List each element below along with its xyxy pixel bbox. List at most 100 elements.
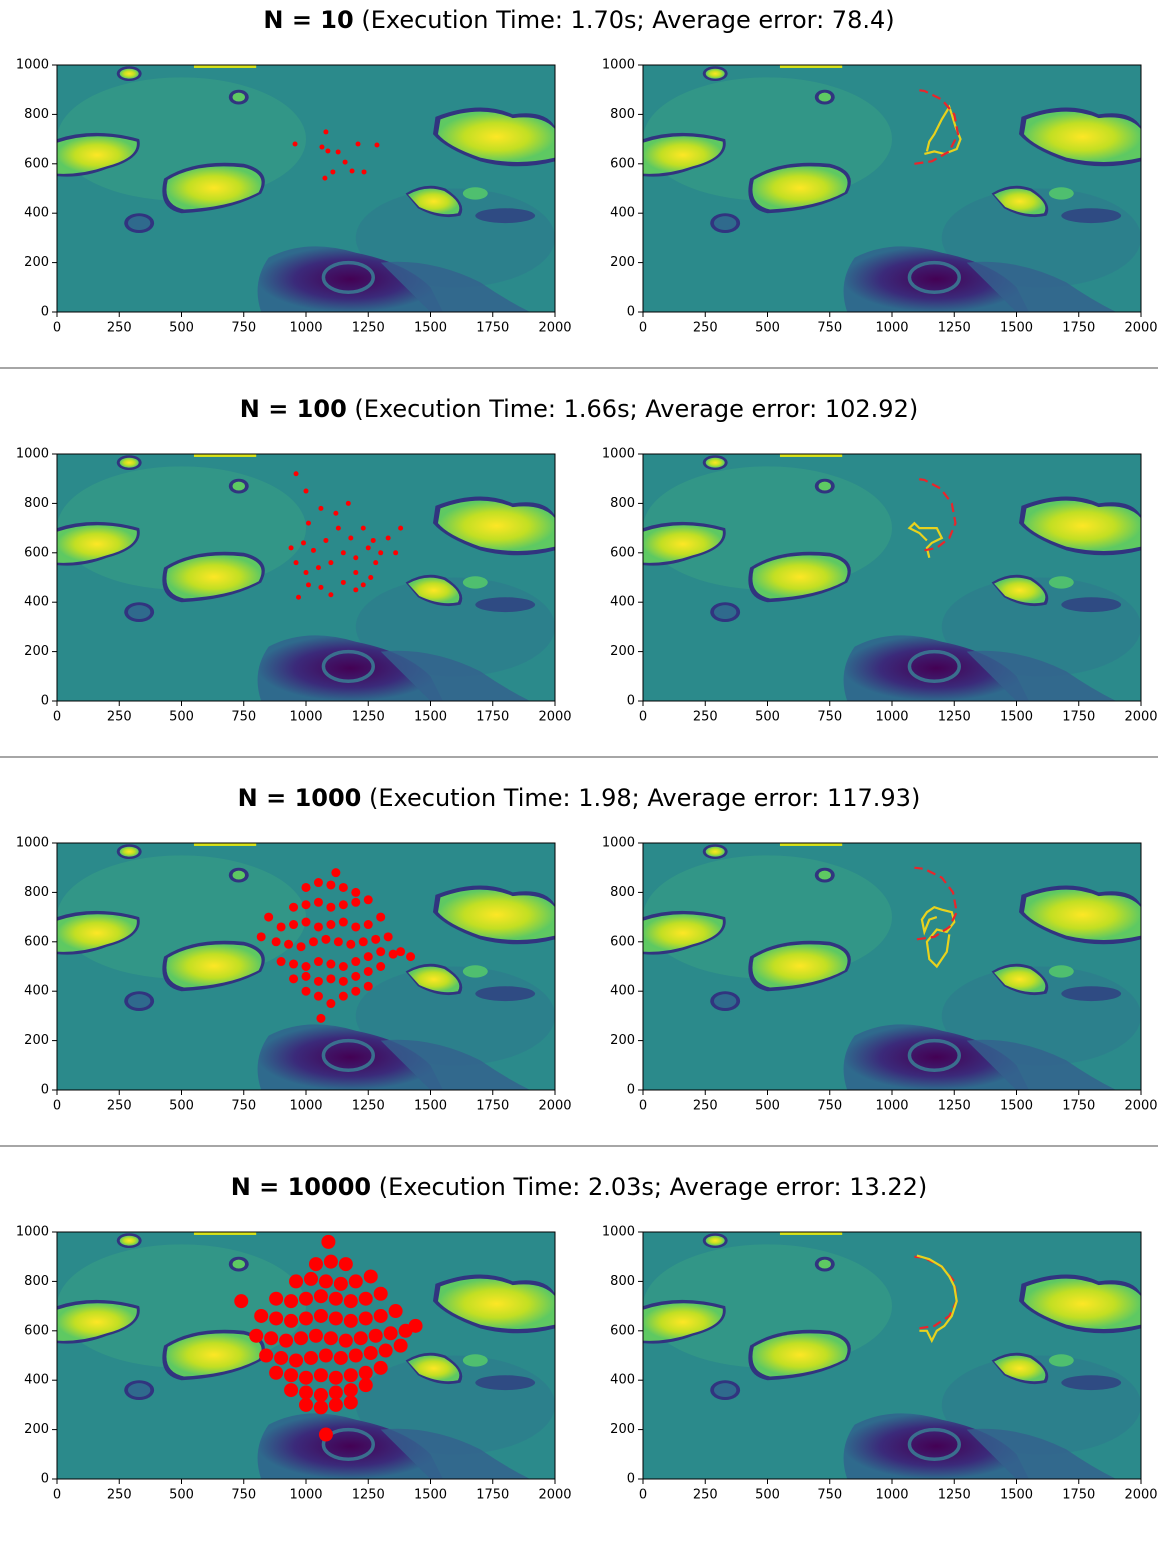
x-tick-label: 1250 (938, 1488, 971, 1503)
x-tick-label: 2000 (1124, 710, 1157, 725)
subplot: 0 250 500 750 1000 1250 1500 1750 2000 0 200 400 600… (602, 447, 1158, 725)
particle (348, 535, 354, 541)
particle (326, 974, 336, 984)
y-tick-label: 0 (627, 694, 635, 709)
subplot: N = 100 (Execution Time: 1.66s; Average … (16, 395, 918, 725)
particle (308, 1328, 323, 1343)
particle (303, 488, 309, 494)
particle (343, 1294, 358, 1309)
particle (293, 560, 299, 566)
particle (351, 986, 361, 996)
particle (353, 1331, 368, 1346)
x-tick-label: 1750 (1062, 710, 1095, 725)
particle (338, 900, 348, 910)
y-tick-label: 600 (610, 1323, 635, 1338)
y-tick-label: 600 (610, 934, 635, 949)
particle (363, 952, 373, 962)
plot-area (292, 129, 380, 181)
particle (408, 1318, 423, 1333)
y-tick-label: 1000 (16, 58, 49, 73)
particle (269, 1311, 284, 1326)
particle (333, 1350, 348, 1365)
x-tick-label: 0 (53, 710, 61, 725)
row-title-rest: (Execution Time: 2.03s; Average error: 1… (379, 1173, 928, 1201)
particle (363, 981, 373, 991)
x-tick-label: 1000 (875, 1488, 908, 1503)
particle (318, 1348, 333, 1363)
x-tick-label: 1250 (352, 710, 385, 725)
trajectory (924, 104, 962, 156)
particle (313, 957, 323, 967)
particle (338, 1257, 353, 1272)
y-tick-label: 1000 (16, 447, 49, 462)
y-tick-label: 200 (610, 1033, 635, 1048)
x-tick-label: 2000 (1124, 1099, 1157, 1114)
row-title-bold: N = 10 (263, 6, 353, 34)
y-tick-label: 800 (610, 107, 635, 122)
particle (326, 880, 336, 890)
particle (318, 584, 324, 590)
particle (376, 947, 386, 957)
x-tick-label: 500 (755, 321, 780, 336)
trajectory (916, 1254, 958, 1344)
particle (338, 882, 348, 892)
particle (371, 934, 381, 944)
x-tick-label: 0 (639, 321, 647, 336)
particle (331, 868, 341, 878)
x-tick-label: 250 (107, 710, 132, 725)
plot-area (288, 471, 404, 600)
y-tick-label: 800 (610, 885, 635, 900)
y-tick-label: 1000 (16, 836, 49, 851)
x-tick-label: 500 (169, 710, 194, 725)
x-tick-label: 2000 (1124, 1488, 1157, 1503)
particle (338, 962, 348, 971)
subplot: 0 250 500 750 1000 1250 1500 1750 2000 0 200 400 600… (602, 1225, 1158, 1503)
particle (313, 1368, 328, 1383)
particle (373, 560, 379, 566)
particle (279, 1333, 294, 1348)
y-tick-label: 1000 (16, 1225, 49, 1240)
particle (376, 962, 386, 971)
particle (351, 887, 361, 897)
y-tick-label: 1000 (602, 836, 635, 851)
particle (264, 912, 274, 922)
x-tick-label: 1750 (1062, 321, 1095, 336)
particle (301, 900, 311, 910)
particle (301, 540, 307, 546)
trajectory (914, 88, 960, 165)
particle (373, 1286, 388, 1301)
particle (296, 594, 302, 600)
x-tick-label: 2000 (538, 1099, 571, 1114)
particle (378, 1343, 393, 1358)
y-tick-label: 0 (41, 1472, 49, 1487)
particle (349, 168, 355, 174)
particle (301, 882, 311, 892)
particle (343, 1395, 358, 1410)
particle (345, 500, 351, 506)
y-tick-label: 400 (24, 1373, 49, 1388)
x-tick-label: 1750 (476, 1099, 509, 1114)
y-tick-label: 200 (610, 1422, 635, 1437)
x-tick-label: 1750 (476, 1488, 509, 1503)
particle (313, 1388, 328, 1403)
x-tick-label: 0 (639, 1488, 647, 1503)
x-tick-label: 0 (639, 1099, 647, 1114)
particle (313, 878, 323, 888)
particle (358, 1291, 373, 1306)
x-tick-label: 1000 (875, 1099, 908, 1114)
particle (343, 1313, 358, 1328)
y-tick-label: 800 (24, 496, 49, 511)
y-tick-label: 0 (41, 305, 49, 320)
particle (338, 1333, 353, 1348)
particle (388, 1304, 403, 1319)
particle (313, 991, 323, 1001)
particle (318, 1427, 333, 1442)
particle (346, 939, 356, 949)
y-tick-label: 400 (24, 595, 49, 610)
particle (326, 959, 336, 969)
map-image (643, 454, 1141, 701)
y-tick-label: 0 (627, 1472, 635, 1487)
particle (301, 986, 311, 996)
x-tick-label: 750 (231, 1488, 256, 1503)
